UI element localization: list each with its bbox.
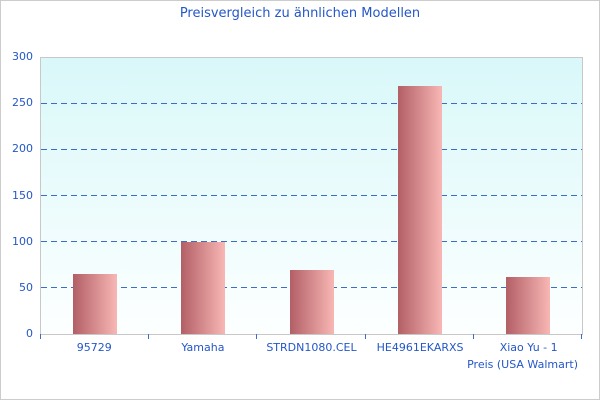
y-tick-label-300: 300	[12, 50, 33, 63]
gridline-150	[41, 195, 582, 196]
x-category-label-Xiao Yu - 1: Xiao Yu - 1	[499, 341, 558, 354]
y-tick-label-250: 250	[12, 96, 33, 110]
y-axis: 0 50 100 150 200 250 300	[1, 50, 33, 340]
bar-STRDN1080.CEL	[289, 269, 334, 334]
x-axis-tick	[472, 334, 474, 339]
x-category-label-Yamaha: Yamaha	[181, 341, 225, 354]
gridline-250	[41, 103, 582, 104]
y-tick-label-100: 100	[12, 234, 33, 248]
x-axis-tick	[148, 334, 150, 339]
bar-HE4961EKARXS	[397, 85, 442, 334]
x-axis-tick	[364, 334, 366, 339]
x-axis-labels: 95729 Yamaha STRDN1080.CEL HE4961EKARXS Xiao…	[40, 341, 583, 355]
x-axis-tick	[581, 334, 582, 339]
x-axis-tick	[40, 334, 41, 339]
bar-Xiao Yu - 1	[505, 276, 550, 334]
x-category-label-STRDN1080.CEL: STRDN1080.CEL	[266, 341, 357, 354]
y-tick-label-150: 150	[12, 188, 33, 202]
chart-title: Preisvergleich zu ähnlichen Modellen	[179, 6, 421, 21]
x-category-label-HE4961EKARXS: HE4961EKARXS	[376, 341, 464, 354]
plot-area	[40, 57, 583, 339]
x-axis-title: Preis (USA Walmart)	[467, 358, 578, 371]
x-axis-tick	[256, 334, 258, 339]
y-tick-label-50: 50	[19, 280, 33, 294]
bar-Yamaha	[181, 242, 226, 334]
y-tick-label-0: 0	[26, 327, 33, 340]
bar-95729	[73, 274, 118, 334]
y-tick-label-200: 200	[12, 142, 33, 156]
gridline-100	[41, 241, 582, 242]
x-category-label-95729: 95729	[76, 341, 112, 354]
gridline-200	[41, 149, 582, 150]
